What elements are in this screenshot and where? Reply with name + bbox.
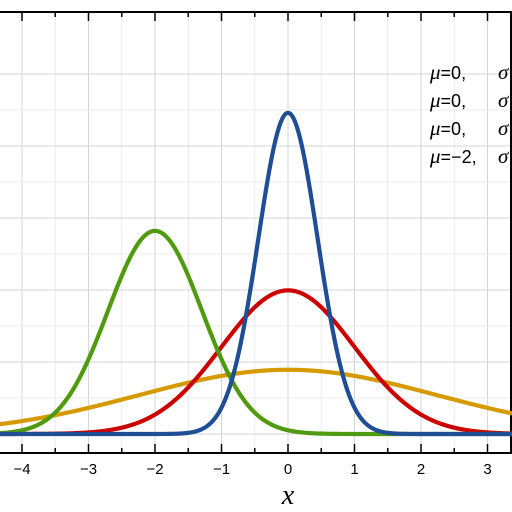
x-tick-labels: −4 −3 −2 −1 0 1 2 3	[13, 461, 491, 478]
x-tick-label: −4	[13, 461, 30, 478]
legend: μ=0, σ μ=0, σ μ=0, σ μ=−2, σ	[429, 60, 510, 168]
series-line	[0, 110, 512, 437]
series-lines	[0, 110, 512, 437]
series-line	[0, 367, 512, 427]
x-axis-label: x	[281, 480, 295, 511]
x-tick-label: 2	[417, 461, 425, 478]
x-tick-label: −1	[213, 461, 230, 478]
legend-entry: μ=0, σ	[429, 88, 510, 112]
x-tick-label: 1	[350, 461, 358, 478]
legend-entry: μ=−2, σ	[429, 144, 510, 168]
x-tick-label: 3	[483, 461, 491, 478]
grid	[0, 12, 512, 453]
legend-entry: μ=0, σ	[429, 116, 510, 140]
legend-entry: μ=0, σ	[429, 60, 510, 84]
x-tick-label: −3	[80, 461, 97, 478]
x-tick-label: 0	[284, 461, 292, 478]
x-tick-label: −2	[146, 461, 163, 478]
axes	[0, 11, 512, 454]
